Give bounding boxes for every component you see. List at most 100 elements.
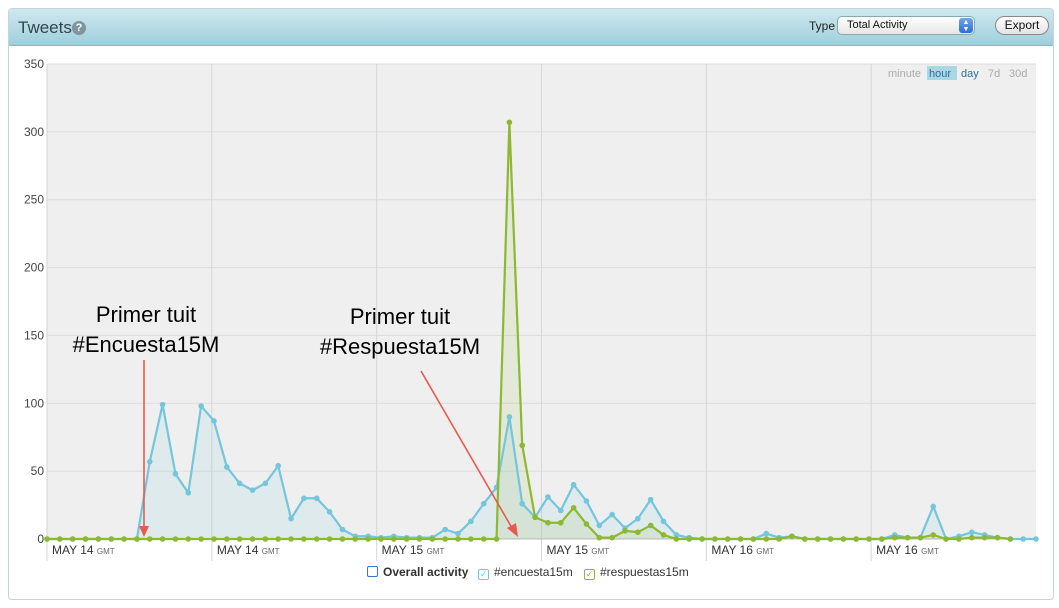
help-icon[interactable]: ? <box>72 21 86 35</box>
data-point <box>981 534 988 541</box>
data-point <box>506 414 513 420</box>
y-tick-label: 350 <box>24 57 44 71</box>
type-label: Type <box>809 19 836 33</box>
export-button[interactable]: Export <box>995 16 1049 35</box>
data-point <box>480 500 487 507</box>
data-point <box>635 529 641 536</box>
data-point <box>673 536 680 542</box>
data-point <box>583 521 590 527</box>
data-point <box>159 536 166 542</box>
y-tick-label: 100 <box>24 396 44 410</box>
y-tick-label: 0 <box>37 532 44 546</box>
data-point <box>442 526 448 533</box>
data-point <box>622 528 628 534</box>
y-tick-label: 200 <box>24 261 44 275</box>
data-point <box>673 532 680 538</box>
data-point <box>236 480 243 487</box>
data-point <box>468 518 474 525</box>
data-point <box>968 534 975 541</box>
data-point <box>660 518 667 525</box>
legend-encuesta-label: #encuesta15m <box>494 565 573 579</box>
x-tick-label: MAY 14 GMT <box>217 543 280 557</box>
data-point <box>763 530 770 537</box>
arrow-respuesta <box>420 370 513 529</box>
y-tick-label: 250 <box>24 193 44 207</box>
zoom-option-30d[interactable]: 30d <box>1009 68 1027 80</box>
data-point <box>930 532 937 538</box>
data-point <box>1033 536 1039 542</box>
data-point <box>519 442 526 449</box>
zoom-selected-bg <box>927 66 957 80</box>
data-point <box>365 536 371 542</box>
data-point <box>69 536 76 542</box>
data-point <box>236 536 243 542</box>
legend-respuestas-label: #respuestas15m <box>600 565 689 579</box>
annotation-respuesta-line2: #Respuesta15M <box>320 334 480 359</box>
data-point <box>172 536 179 542</box>
data-point <box>224 464 230 470</box>
zoom-option-hour[interactable]: hour <box>929 68 951 80</box>
panel-title: Tweets <box>18 18 72 37</box>
data-point <box>455 530 461 537</box>
data-point <box>545 519 551 526</box>
data-point <box>185 490 192 496</box>
data-point <box>134 536 140 542</box>
type-select[interactable]: Total Activity ▲ ▼ <box>837 16 975 35</box>
y-tick-label: 150 <box>24 328 44 342</box>
data-point <box>545 494 551 500</box>
grid <box>46 63 1036 561</box>
data-point <box>737 536 744 542</box>
data-point <box>570 481 577 488</box>
data-point <box>224 536 230 542</box>
data-point <box>750 536 757 542</box>
data-point <box>275 536 281 542</box>
data-point <box>917 534 924 541</box>
data-point <box>557 507 564 514</box>
legend-overall[interactable]: Overall activity <box>367 565 468 579</box>
data-point <box>994 534 1001 541</box>
data-point <box>814 536 821 542</box>
data-point <box>403 536 410 542</box>
data-point <box>866 536 872 542</box>
arrow-respuesta-head <box>507 523 518 537</box>
data-point <box>956 536 962 542</box>
data-point <box>57 536 63 542</box>
annotation-encuesta-line2: #Encuesta15M <box>73 332 220 357</box>
data-point <box>776 536 782 542</box>
respuestas-checkbox-icon: ✓ <box>584 569 595 580</box>
data-point <box>159 401 166 408</box>
x-tick-unit: GMT <box>97 547 115 556</box>
zoom-option-7d[interactable]: 7d <box>988 68 1000 80</box>
x-tick-unit: GMT <box>921 547 939 556</box>
data-point <box>879 536 885 542</box>
data-point <box>930 503 937 510</box>
data-point <box>416 536 423 542</box>
y-tick-label: 50 <box>31 464 45 478</box>
data-point <box>262 480 269 487</box>
x-tick-unit: GMT <box>262 547 280 556</box>
data-point <box>211 536 217 542</box>
x-tick-label: MAY 14 GMT <box>52 543 115 557</box>
data-point <box>699 536 705 542</box>
legend-encuesta[interactable]: ✓ #encuesta15m <box>478 565 573 580</box>
y-axis: 0 50 100 150 200 250 300 350 <box>24 57 44 546</box>
data-point <box>185 536 192 542</box>
zoom-selector: minute hour day 7d 30d <box>888 66 1027 80</box>
legend-respuestas[interactable]: ✓ #respuestas15m <box>584 565 689 580</box>
data-point <box>789 533 795 540</box>
arrow-encuesta-head <box>139 526 149 537</box>
x-tick-label: MAY 16 GMT <box>876 543 939 557</box>
data-point <box>827 536 834 542</box>
data-point <box>339 526 346 533</box>
data-point <box>326 509 333 515</box>
overall-checkbox-icon <box>367 566 378 577</box>
data-point <box>326 536 333 542</box>
zoom-option-day[interactable]: day <box>961 68 979 80</box>
series-layer <box>44 119 1039 542</box>
x-tick-label: MAY 15 GMT <box>382 543 445 557</box>
x-tick-label: MAY 16 GMT <box>711 543 774 557</box>
data-point <box>519 500 526 507</box>
zoom-option-minute[interactable]: minute <box>888 68 921 80</box>
data-point <box>724 536 731 542</box>
data-point <box>712 536 718 542</box>
